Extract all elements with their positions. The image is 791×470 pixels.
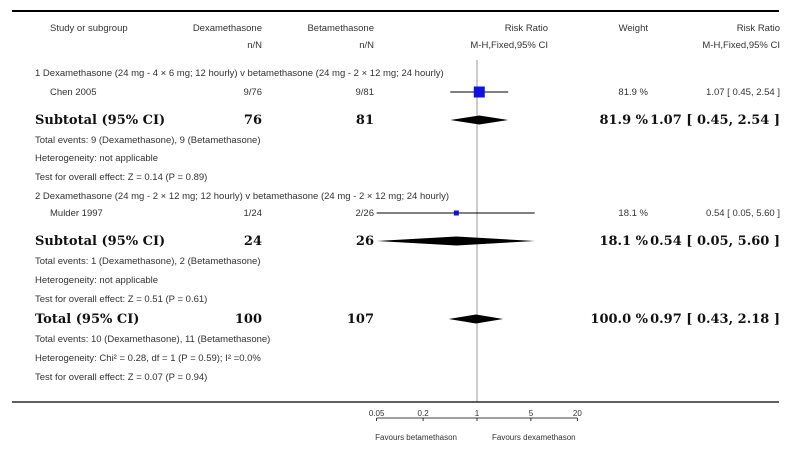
subgroup-title-1: 2 Dexamethasone (24 mg - 2 × 12 mg; 12 h… [35,191,449,202]
favours-right-label: Favours dexamethason [492,433,576,442]
subtotal-exp: 76 [244,113,262,128]
favours-left-label: Favours betamethason [375,433,457,442]
subgroup-note: Test for overall effect: Z = 0.51 (P = 0… [35,294,207,305]
effect-square-1-0 [453,210,459,216]
subgroup-note: Heterogeneity: not applicable [35,153,158,164]
x-tick-label: 5 [529,409,534,418]
header-rr-sub: M-H,Fixed,95% CI [470,40,548,51]
total-diamond [448,314,504,324]
subtotal-ci-text: 0.54 [ 0.05, 5.60 ] [650,234,780,249]
x-tick-label: 0.05 [369,409,385,418]
subtotal-ctrl: 26 [356,234,374,249]
header-rr2-sub: M-H,Fixed,95% CI [702,40,780,51]
study-exp: 1/24 [244,208,263,219]
subtotal-diamond-0 [450,115,509,125]
header-ctrl: Betamethasone [307,23,374,34]
total-weight: 100.0 % [590,312,648,327]
study-name: Chen 2005 [50,87,96,98]
total-label: Total (95% CI) [35,312,139,327]
subtotal-weight: 18.1 % [599,234,648,249]
subgroup-note: Test for overall effect: Z = 0.14 (P = 0… [35,172,207,183]
subgroup-note: Heterogeneity: not applicable [35,275,158,286]
study-weight: 81.9 % [618,87,648,98]
study-ctrl: 2/26 [356,208,375,219]
subtotal-exp: 24 [244,234,262,249]
study-ci-text: 0.54 [ 0.05, 5.60 ] [706,208,780,219]
header-exp: Dexamethasone [193,23,262,34]
header-weight: Weight [619,23,649,34]
study-ci-text: 1.07 [ 0.45, 2.54 ] [706,87,780,98]
subtotal-label: Subtotal (95% CI) [35,234,165,249]
x-tick-label: 20 [573,409,582,418]
header-rr: Risk Ratio [505,23,548,34]
x-tick-label: 1 [475,409,480,418]
subgroup-title-0: 1 Dexamethasone (24 mg - 4 × 6 mg; 12 ho… [35,68,444,79]
total-ctrl: 107 [347,312,374,327]
total-ci-text: 0.97 [ 0.43, 2.18 ] [650,312,780,327]
header-ctrl-sub: n/N [359,40,374,51]
subtotal-label: Subtotal (95% CI) [35,113,165,128]
total-exp: 100 [235,312,262,327]
study-weight: 18.1 % [618,208,648,219]
study-exp: 9/76 [244,87,263,98]
subgroup-note: Total events: 9 (Dexamethasone), 9 (Beta… [35,135,260,146]
total-note: Test for overall effect: Z = 0.07 (P = 0… [35,372,207,383]
x-tick-label: 0.2 [418,409,430,418]
subgroup-note: Total events: 1 (Dexamethasone), 2 (Beta… [35,256,260,267]
study-name: Mulder 1997 [50,208,103,219]
header-rr2: Risk Ratio [737,23,780,34]
study-ctrl: 9/81 [356,87,375,98]
header-study: Study or subgroup [50,23,128,34]
subtotal-weight: 81.9 % [599,113,648,128]
total-note: Total events: 10 (Dexamethasone), 11 (Be… [35,334,270,345]
subtotal-diamond-1 [376,236,535,246]
subtotal-ci-text: 1.07 [ 0.45, 2.54 ] [650,113,780,128]
header-exp-sub: n/N [247,40,262,51]
subtotal-ctrl: 81 [356,113,374,128]
effect-square-0-0 [473,86,485,98]
total-note: Heterogeneity: Chi² = 0.28, df = 1 (P = … [35,353,261,364]
